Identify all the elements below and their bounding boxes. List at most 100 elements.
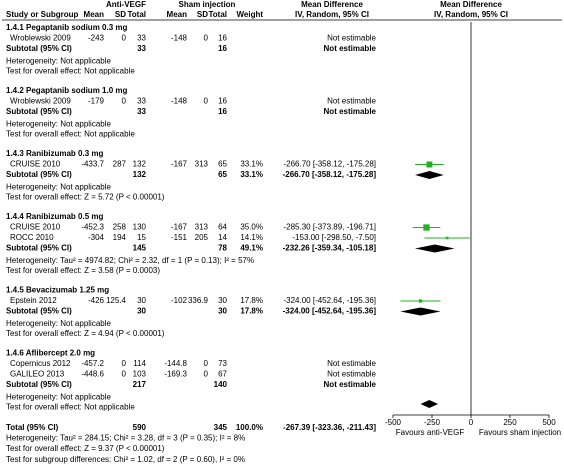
- exp-value: 30: [137, 296, 146, 305]
- exp-value: 103: [133, 370, 147, 379]
- diamond: [414, 244, 455, 253]
- ctrl-value: 0: [204, 359, 209, 368]
- ctrl-value: 64: [218, 223, 227, 232]
- favours-left: Favours anti-VEGF: [396, 428, 465, 437]
- exp-value: 0: [122, 370, 127, 379]
- study-name: Wroblewski 2009: [10, 34, 71, 43]
- ctrl-value: 336.9: [188, 296, 209, 305]
- x-tick-label: -500: [385, 418, 402, 427]
- ctrl-value: 16: [218, 97, 227, 106]
- header: Weight: [236, 10, 263, 19]
- subtotal: Subtotal (95% CI): [6, 380, 72, 389]
- ctrl-value: 14: [218, 233, 227, 242]
- effect-label: -285.30 [-373.89, -196.71]: [283, 223, 376, 232]
- ctrl-total: 65: [218, 170, 227, 179]
- overall-effect: Test for overall effect: Z = 4.94 (P < 0…: [6, 329, 165, 338]
- x-tick-label: 0: [469, 418, 474, 427]
- heterogeneity: Heterogeneity: Tau² = 4974.82; Chi² = 2.…: [6, 256, 254, 265]
- exp-value: 33: [137, 97, 146, 106]
- exp-total: 33: [137, 44, 146, 53]
- group-title: 1.4.5 Bevacizumab 1.25 mg: [6, 286, 109, 295]
- overall-effect: Test for overall effect: Not applicable: [6, 130, 135, 139]
- diamond: [420, 400, 439, 408]
- ctrl-value: 65: [218, 160, 227, 169]
- ctrl-value: -169.3: [164, 370, 187, 379]
- x-tick-label: -250: [424, 418, 441, 427]
- ctrl-value: 16: [218, 34, 227, 43]
- exp-total: 590: [133, 423, 147, 432]
- ctrl-value: -144.8: [164, 359, 187, 368]
- exp-total: 30: [137, 307, 146, 316]
- header: SD: [115, 10, 126, 19]
- exp-value: 33: [137, 34, 146, 43]
- exp-total: 217: [133, 380, 147, 389]
- weight: 17.8%: [240, 307, 263, 316]
- exp-value: 15: [137, 233, 146, 242]
- header: Mean Difference: [301, 0, 363, 9]
- ctrl-total: 345: [214, 423, 228, 432]
- exp-value: 130: [133, 223, 147, 232]
- weight: 35.0%: [240, 223, 263, 232]
- heterogeneity: Heterogeneity: Not applicable: [6, 393, 112, 402]
- ctrl-value: -167: [171, 160, 188, 169]
- header: Mean: [84, 10, 105, 19]
- exp-value: 125.4: [106, 296, 127, 305]
- ctrl-value: -102: [171, 296, 188, 305]
- exp-value: 0: [122, 359, 127, 368]
- study-name: ROCC 2010: [10, 233, 54, 242]
- effect-label: Not estimable: [327, 34, 376, 43]
- exp-value: 194: [113, 233, 127, 242]
- effect-label: -324.00 [-452.64, -195.36]: [283, 296, 376, 305]
- exp-value: -448.6: [81, 370, 104, 379]
- header: Total: [208, 10, 227, 19]
- overall-effect: Test for overall effect: Z = 5.72 (P < 0…: [6, 193, 165, 202]
- exp-value: -452.3: [81, 223, 104, 232]
- subtotal: Subtotal (95% CI): [6, 107, 72, 116]
- ctrl-value: 73: [218, 359, 227, 368]
- study-name: GALILEO 2013: [10, 370, 65, 379]
- exp-value: 287: [113, 160, 127, 169]
- group-title: 1.4.4 Ranibizumab 0.5 mg: [6, 212, 103, 221]
- overall-effect: Test for overall effect: Z = 9.37 (P < 0…: [6, 444, 165, 453]
- study-square: [418, 299, 423, 303]
- header: IV, Random, 95% CI: [295, 10, 369, 19]
- study-square: [445, 236, 449, 240]
- effect-label: Not estimable: [327, 97, 376, 106]
- effect-label: Not estimable: [324, 107, 377, 116]
- study-square: [423, 224, 430, 231]
- header: Mean: [167, 10, 188, 19]
- study-name: Copernicus 2012: [10, 359, 71, 368]
- ctrl-total: 78: [218, 244, 227, 253]
- diamond: [415, 171, 444, 179]
- exp-value: -304: [88, 233, 105, 242]
- study-name: Wroblewski 2009: [10, 97, 71, 106]
- ctrl-value: 0: [204, 97, 209, 106]
- ctrl-value: -148: [171, 34, 188, 43]
- effect-label: -153.00 [-298.50, -7.50]: [292, 233, 376, 242]
- group-title: 1.4.1 Pegaptanib sodium 0.3 mg: [6, 23, 127, 32]
- effect-label: -324.00 [-452.64, -195.36]: [283, 307, 377, 316]
- subtotal: Subtotal (95% CI): [6, 244, 72, 253]
- weight: 14.1%: [240, 233, 263, 242]
- exp-value: 132: [133, 160, 147, 169]
- exp-total: 33: [137, 107, 146, 116]
- ctrl-value: 313: [195, 160, 209, 169]
- exp-value: 114: [133, 359, 146, 368]
- ctrl-total: 16: [218, 107, 227, 116]
- total: Total (95% CI): [6, 423, 59, 432]
- weight: 33.1%: [240, 170, 263, 179]
- overall-effect: Test for overall effect: Not applicable: [6, 403, 135, 412]
- effect-label: -232.26 [-359.34, -105.18]: [283, 244, 377, 253]
- study-name: CRUISE 2010: [10, 160, 61, 169]
- ctrl-value: -148: [171, 97, 188, 106]
- effect-label: -267.39 [-323.36, -211.43]: [283, 423, 376, 432]
- heterogeneity: Heterogeneity: Tau² = 284.15; Chi² = 3.2…: [6, 434, 245, 443]
- overall-effect: Test for overall effect: Z = 3.58 (P = 0…: [6, 266, 160, 275]
- effect-label: Not estimable: [327, 359, 376, 368]
- weight: 33.1%: [240, 160, 263, 169]
- exp-total: 132: [133, 170, 147, 179]
- weight: 17.8%: [240, 296, 263, 305]
- header: Sham injection: [179, 0, 236, 9]
- header: IV, Random, 95% CI: [434, 10, 508, 19]
